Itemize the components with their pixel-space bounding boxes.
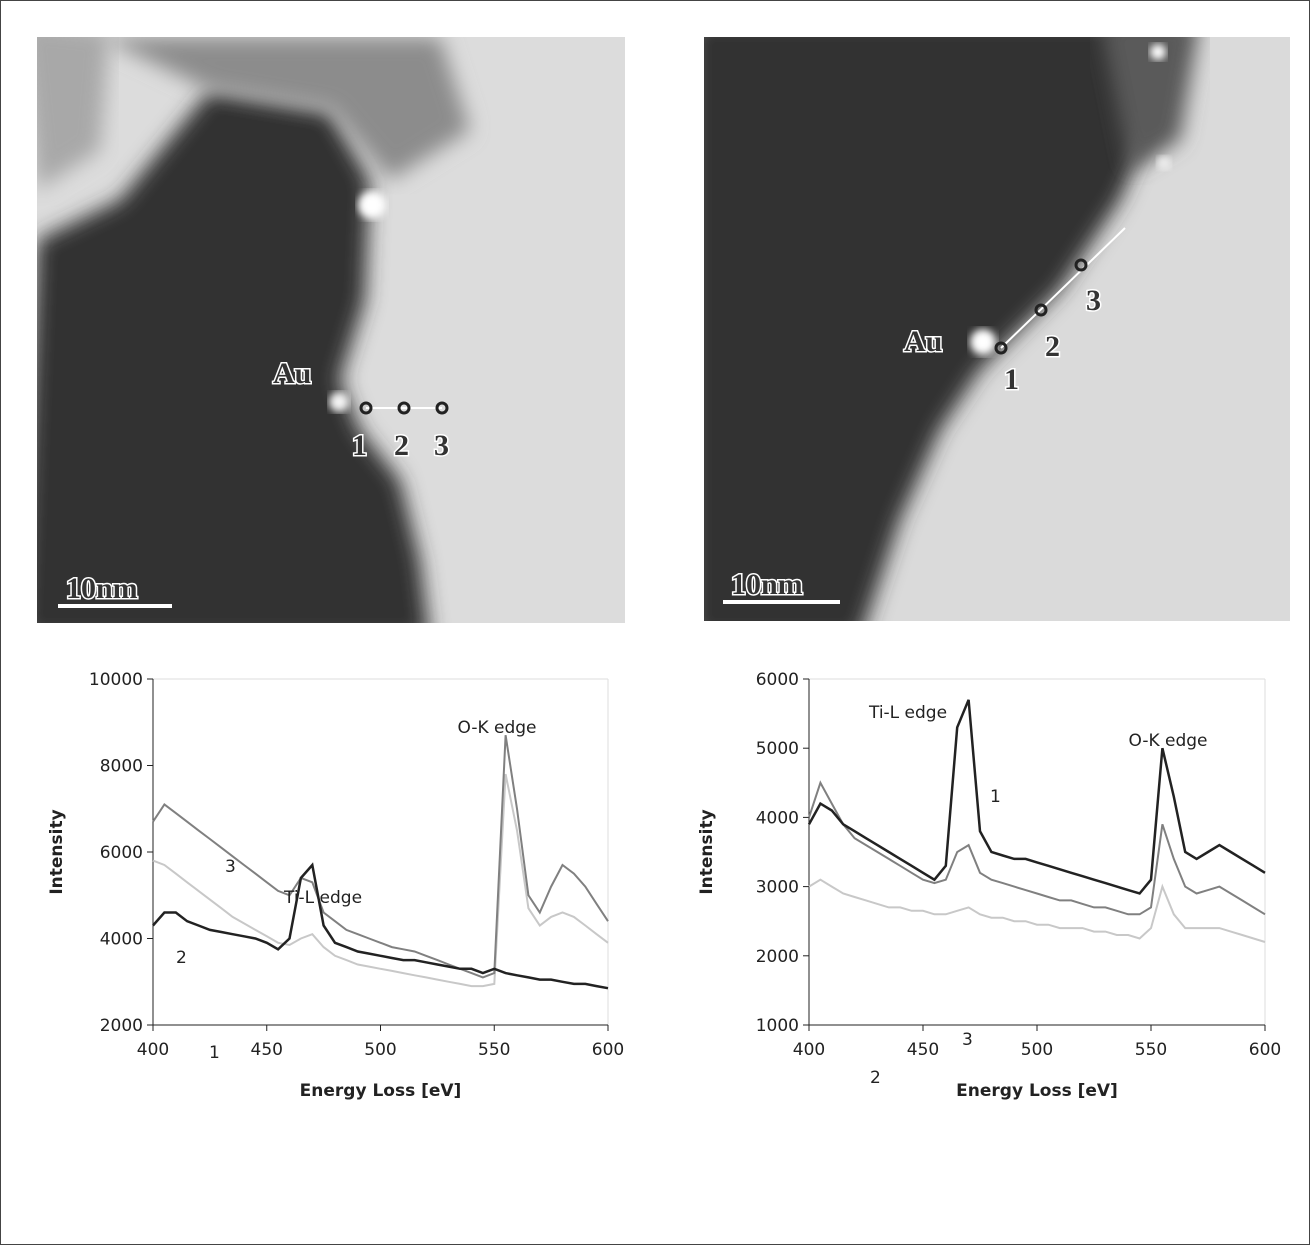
series-label: 3 — [962, 1030, 973, 1050]
x-tick-label: 600 — [592, 1040, 624, 1060]
annotation: O-K edge — [457, 718, 536, 738]
scale-bar-label: 10nm — [66, 572, 138, 605]
y-tick-label: 5000 — [756, 739, 799, 759]
x-axis-label: Energy Loss [eV] — [300, 1081, 462, 1101]
image-label: 2 — [394, 429, 409, 462]
series-line — [152, 773, 609, 988]
y-tick-label: 1000 — [756, 1016, 799, 1036]
series-line — [808, 878, 1266, 943]
y-tick-label: 10000 — [89, 670, 143, 690]
y-axis-label: Intensity — [47, 809, 67, 894]
x-tick-label: 600 — [1249, 1040, 1281, 1060]
y-tick-label: 2000 — [100, 1016, 143, 1036]
x-tick-label: 400 — [793, 1040, 825, 1060]
y-tick-label: 6000 — [756, 670, 799, 690]
x-tick-label: 500 — [364, 1040, 396, 1060]
x-tick-label: 450 — [907, 1040, 939, 1060]
series-label: 2 — [870, 1068, 881, 1088]
series-label: 1 — [209, 1043, 220, 1063]
annotation: Ti-L edge — [283, 888, 362, 908]
image-label: 1 — [1004, 363, 1019, 396]
image-label: 2 — [1045, 330, 1060, 363]
x-tick-label: 450 — [251, 1040, 283, 1060]
y-tick-label: 4000 — [100, 930, 143, 950]
micrograph — [704, 37, 1290, 621]
series-line — [807, 699, 1266, 895]
series-line — [808, 780, 1266, 916]
y-tick-label: 2000 — [756, 947, 799, 967]
y-tick-label: 8000 — [100, 757, 143, 777]
annotation: Ti-L edge — [868, 703, 947, 723]
y-axis-label: Intensity — [697, 809, 717, 894]
series-label: 2 — [176, 948, 187, 968]
series-label: 1 — [990, 787, 1001, 807]
image-label: 3 — [1086, 284, 1101, 317]
y-tick-label: 4000 — [756, 808, 799, 828]
micrograph — [37, 37, 625, 623]
x-tick-label: 550 — [478, 1040, 510, 1060]
y-tick-label: 3000 — [756, 878, 799, 898]
image-label: 3 — [434, 429, 449, 462]
x-axis-label: Energy Loss [eV] — [956, 1081, 1118, 1101]
x-tick-label: 550 — [1135, 1040, 1167, 1060]
series-line — [152, 735, 609, 979]
y-tick-label: 6000 — [100, 843, 143, 863]
image-label: Au — [273, 357, 311, 390]
annotation: O-K edge — [1128, 731, 1207, 751]
image-label: Au — [904, 325, 942, 358]
series-label: 3 — [225, 857, 236, 877]
series-line — [152, 862, 609, 990]
scale-bar-label: 10nm — [731, 568, 803, 601]
image-label: 1 — [352, 429, 367, 462]
x-tick-label: 500 — [1021, 1040, 1053, 1060]
x-tick-label: 400 — [137, 1040, 169, 1060]
